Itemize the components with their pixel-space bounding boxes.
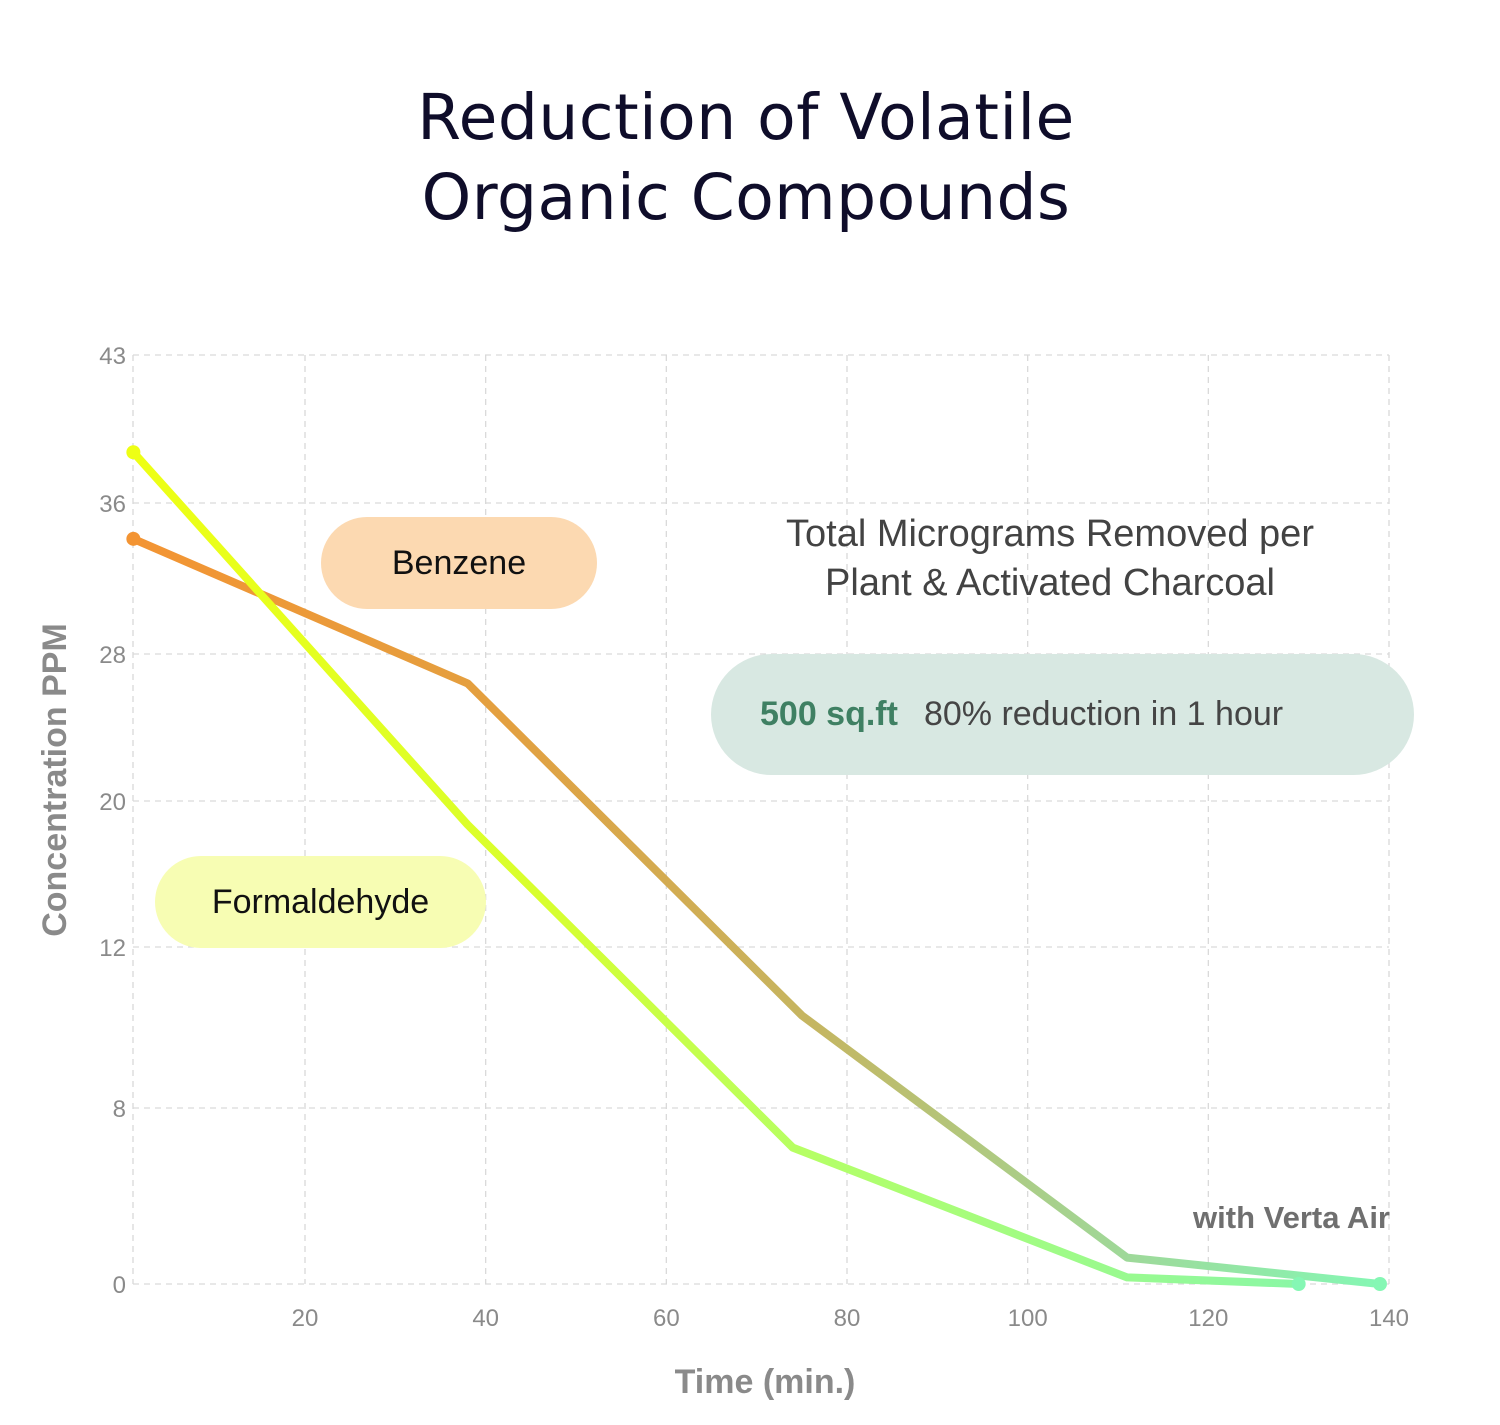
y-tick-label: 36 — [99, 491, 126, 518]
x-tick-label: 40 — [472, 1305, 499, 1332]
annotation-heading-line-2: Plant & Activated Charcoal — [825, 562, 1275, 604]
grid-lines — [132, 354, 1390, 1285]
stat-area: 500 sq.ft — [760, 695, 898, 733]
formaldehyde-label-text: Formaldehyde — [211, 882, 430, 921]
x-tick-label: 60 — [653, 1305, 680, 1332]
x-tick-label: 120 — [1188, 1305, 1228, 1332]
formaldehyde-end-point — [1291, 1277, 1306, 1291]
series-lines — [126, 445, 1387, 1291]
formaldehyde-label: Formaldehyde — [155, 856, 486, 948]
x-tick-label: 100 — [1008, 1305, 1048, 1332]
y-tick-label: 12 — [99, 935, 126, 962]
x-axis-title: Time (min.) — [675, 1363, 856, 1401]
formaldehyde-line — [129, 448, 1303, 1288]
y-tick-label: 28 — [99, 642, 126, 669]
annotation-heading-line-1: Total Micrograms Removed per — [786, 513, 1314, 555]
benzene-label-text: Benzene — [391, 543, 527, 582]
x-tick-label: 20 — [292, 1305, 319, 1332]
stat-text: 80% reduction in 1 hour — [923, 695, 1284, 733]
y-tick-label: 20 — [99, 789, 126, 816]
x-tick-label: 80 — [834, 1305, 861, 1332]
y-axis-title: Concentration PPM — [36, 623, 74, 937]
y-tick-label: 0 — [113, 1272, 126, 1299]
formaldehyde-start-point — [126, 445, 141, 460]
benzene-end-point — [1372, 1277, 1387, 1291]
chart-title-line-2: Organic Compounds — [421, 161, 1071, 234]
x-axis-ticks: 20 40 60 80 100 120 140 — [292, 1305, 1409, 1332]
chart-title: Reduction of Volatile Organic Compounds — [0, 78, 1492, 238]
annotation-heading: Total Micrograms Removed per Plant & Act… — [712, 510, 1388, 608]
y-axis-ticks: 0 8 12 20 28 36 43 — [99, 343, 126, 1299]
benzene-line — [129, 534, 1384, 1288]
benzene-start-point — [126, 531, 141, 546]
x-tick-label: 140 — [1369, 1305, 1409, 1332]
y-tick-label: 43 — [99, 343, 126, 370]
benzene-label: Benzene — [321, 517, 597, 609]
verta-air-note: with Verta Air — [1193, 1200, 1390, 1235]
y-tick-label: 8 — [113, 1096, 126, 1123]
stat-badge: 500 sq.ft 80% reduction in 1 hour — [711, 654, 1414, 775]
chart-title-line-1: Reduction of Volatile — [417, 81, 1075, 154]
